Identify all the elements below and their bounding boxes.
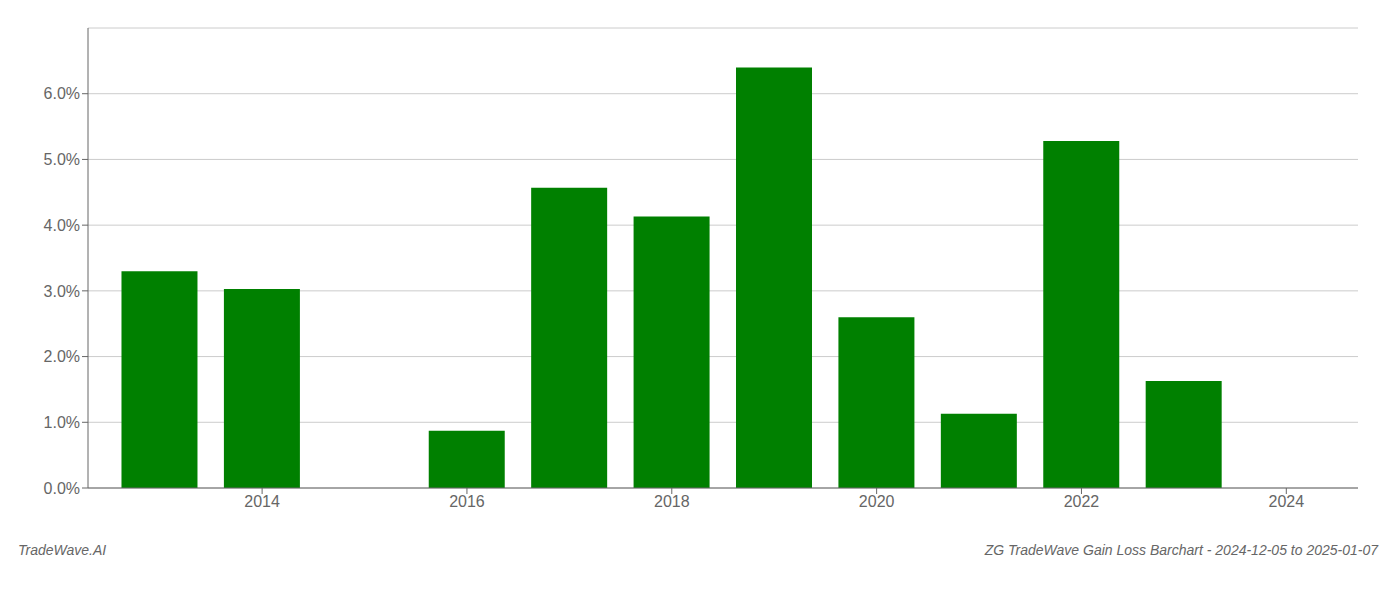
svg-text:2014: 2014 xyxy=(244,493,280,510)
svg-text:1.0%: 1.0% xyxy=(44,414,80,431)
svg-text:2022: 2022 xyxy=(1064,493,1100,510)
html-text:ZG TradeWave Gain Loss Barchar: ZG TradeWave Gain Loss Barchart - 2024-1… xyxy=(984,542,1378,558)
svg-text:5.0%: 5.0% xyxy=(44,151,80,168)
svg-text:2018: 2018 xyxy=(654,493,690,510)
svg-text:2020: 2020 xyxy=(859,493,895,510)
svg-text:2024: 2024 xyxy=(1269,493,1305,510)
svg-text:2.0%: 2.0% xyxy=(44,348,80,365)
svg-text:6.0%: 6.0% xyxy=(44,85,80,102)
html-text:TradeWave.AI: TradeWave.AI xyxy=(18,542,107,558)
svg-text:4.0%: 4.0% xyxy=(44,217,80,234)
svg-text:0.0%: 0.0% xyxy=(44,480,80,497)
svg-text:2016: 2016 xyxy=(449,493,485,510)
svg-text:3.0%: 3.0% xyxy=(44,283,80,300)
